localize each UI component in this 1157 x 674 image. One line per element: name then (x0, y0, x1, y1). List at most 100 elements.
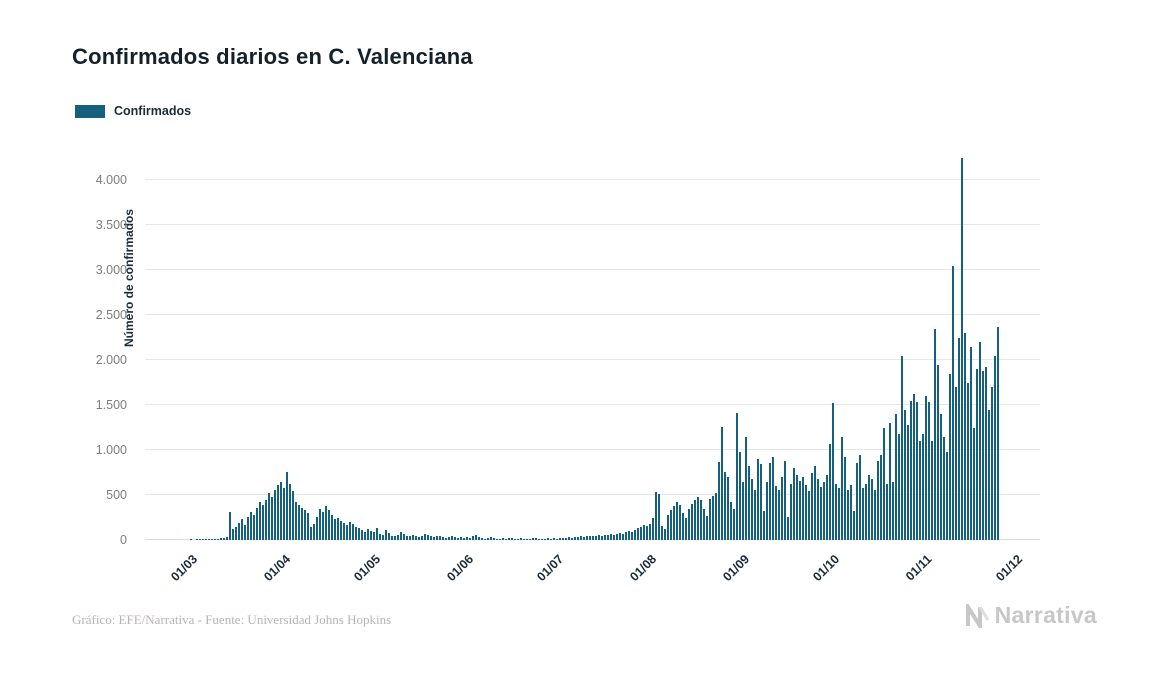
plot-area (145, 140, 1040, 540)
bar-day-53 (349, 522, 352, 540)
bar-day-84 (442, 537, 445, 540)
bar-day-207 (811, 473, 814, 540)
bar-day-200 (790, 484, 793, 540)
bar-day-71 (403, 533, 406, 540)
bar-day-150 (640, 526, 643, 540)
bar-day-25 (265, 499, 268, 540)
bar-day-145 (625, 531, 628, 540)
bar-day-112 (526, 539, 529, 540)
bar-day-135 (595, 535, 598, 540)
bar-day-22 (256, 507, 259, 540)
x-tick-label: 01/11 (903, 552, 935, 584)
bar-day-65 (385, 530, 388, 540)
y-axis-tick-labels: 0 500 1.000 1.500 2.000 2.500 3.000 3.500 4.000 (0, 140, 137, 547)
bar-day-176 (718, 461, 721, 540)
bar-day-126 (568, 537, 571, 540)
bar-day-167 (691, 504, 694, 540)
bar-day-61 (373, 531, 376, 540)
bar-day-193 (769, 462, 772, 540)
bar-day-132 (586, 535, 589, 540)
y-tick-label-3000: 3.000 (95, 263, 127, 277)
bar-day-9 (217, 538, 220, 540)
narrativa-logo-text: Narrativa (994, 602, 1097, 628)
bar-day-185 (745, 436, 748, 540)
bar-day-178 (724, 471, 727, 540)
bar-day-111 (523, 538, 526, 540)
bar-day-245 (925, 396, 928, 540)
y-tick-label-2000: 2.000 (95, 353, 127, 367)
y-tick-label-1000: 1.000 (95, 443, 127, 457)
bar-day-72 (406, 535, 409, 540)
bar-day-255 (955, 387, 958, 540)
bar-day-232 (886, 484, 889, 540)
bar-day-26 (268, 493, 271, 540)
x-tick-label: 01/08 (626, 552, 659, 585)
bar-day-159 (667, 514, 670, 540)
bar-day-93 (469, 538, 472, 540)
bar-day-83 (439, 536, 442, 540)
bar-day-144 (622, 533, 625, 540)
bar-day-231 (883, 427, 886, 540)
bar-day-133 (589, 536, 592, 540)
bar-day-240 (910, 400, 913, 540)
bar-day-131 (583, 536, 586, 540)
bar-day-188 (754, 489, 757, 540)
bar-day-38 (304, 510, 307, 540)
legend: Confirmados (75, 104, 191, 118)
bar-day-20 (250, 512, 253, 540)
bar-day-92 (466, 537, 469, 540)
bar-day-262 (976, 369, 979, 540)
bar-day-195 (775, 486, 778, 540)
bar-day-101 (493, 537, 496, 540)
bar-day-90 (460, 537, 463, 540)
bar-day-36 (298, 504, 301, 540)
bar-day-141 (613, 534, 616, 540)
bar-day-13 (229, 512, 232, 540)
bar-day-180 (730, 502, 733, 540)
bar-day-110 (520, 538, 523, 540)
bar-day-41 (313, 523, 316, 540)
bar-day-28 (274, 489, 277, 540)
x-tick-label: 01/04 (260, 552, 293, 585)
bar-day-40 (310, 526, 313, 540)
bar-day-113 (529, 538, 532, 540)
gridline-3000 (145, 269, 1040, 270)
x-tick-label: 01/09 (719, 552, 752, 585)
bar-day-7 (211, 539, 214, 540)
bar-day-211 (823, 482, 826, 540)
bar-day-102 (496, 538, 499, 540)
bar-day-179 (727, 477, 730, 540)
bar-day-17 (241, 519, 244, 540)
bar-day-96 (478, 536, 481, 540)
bar-day-189 (757, 459, 760, 540)
bar-day-77 (421, 536, 424, 540)
bar-day-234 (892, 482, 895, 540)
bar-day-50 (340, 521, 343, 540)
bar-day-143 (619, 532, 622, 540)
bar-day-129 (577, 537, 580, 540)
bar-day-238 (904, 409, 907, 540)
bar-day-91 (463, 537, 466, 540)
bar-day-116 (538, 538, 541, 540)
bar-day-45 (325, 505, 328, 540)
x-axis-tick-labels: 01/03 01/04 01/05 01/06 01/07 01/08 01/09 01/10… (145, 546, 1040, 606)
bar-day-2 (196, 539, 199, 540)
bar-day-226 (868, 475, 871, 540)
x-tick-label: 01/06 (443, 552, 476, 585)
bar-day-142 (616, 533, 619, 540)
bar-day-114 (532, 537, 535, 540)
x-tick-label: 01/10 (809, 552, 842, 585)
bar-day-73 (409, 536, 412, 540)
bar-day-233 (889, 423, 892, 540)
bar-day-119 (547, 538, 550, 540)
bar-day-87 (451, 536, 454, 540)
bar-day-139 (607, 535, 610, 540)
bar-day-120 (550, 538, 553, 540)
y-tick-label-1500: 1.500 (95, 398, 127, 412)
bar-day-213 (829, 443, 832, 540)
bar-day-16 (238, 522, 241, 540)
bar-day-247 (931, 441, 934, 540)
bar-day-209 (817, 478, 820, 540)
bar-day-250 (940, 414, 943, 540)
